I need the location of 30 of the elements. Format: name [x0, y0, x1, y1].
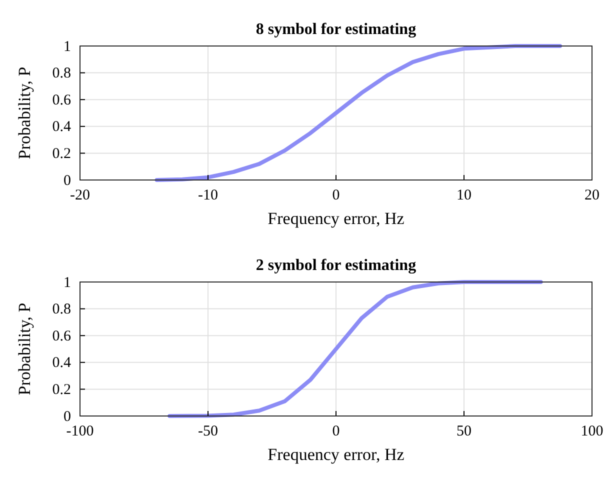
x-tick-label: -10: [198, 188, 218, 204]
y-tick-label: 0.2: [52, 146, 71, 162]
y-tick-label: 0: [64, 172, 71, 189]
y-tick-label: 0.4: [52, 119, 72, 136]
x-tick-label: 100: [580, 424, 604, 440]
x-tick-label: 50: [456, 424, 472, 440]
x-tick-label: -20: [70, 188, 90, 204]
chart-title: 2 symbol for estimating: [256, 257, 416, 274]
y-tick-label: 0.8: [52, 302, 71, 318]
x-tick-label: 10: [456, 188, 472, 204]
y-tick-label: 0.8: [52, 66, 71, 82]
x-axis-title: Frequency error, Hz: [268, 445, 405, 464]
y-axis-title: Probability, P: [15, 302, 34, 396]
y-tick-label: 1: [64, 38, 71, 55]
y-tick-label: 0.2: [52, 382, 71, 398]
y-tick-label: 0.4: [52, 355, 72, 372]
y-axis-title: Probability, P: [15, 66, 34, 160]
x-tick-label: 20: [584, 188, 600, 204]
x-tick-label: 0: [332, 188, 340, 204]
x-axis-title: Frequency error, Hz: [268, 209, 405, 228]
chart-title: 8 symbol for estimating: [256, 21, 416, 38]
line-series: [154, 44, 562, 182]
y-tick-label: 1: [64, 274, 71, 291]
y-tick-label: 0.6: [52, 328, 72, 344]
line-series: [168, 280, 543, 418]
x-tick-label: 0: [332, 424, 340, 440]
x-tick-label: -100: [66, 424, 94, 440]
y-tick-label: 0: [64, 408, 71, 425]
x-tick-label: -50: [198, 424, 218, 440]
y-tick-label: 0.6: [52, 92, 72, 108]
